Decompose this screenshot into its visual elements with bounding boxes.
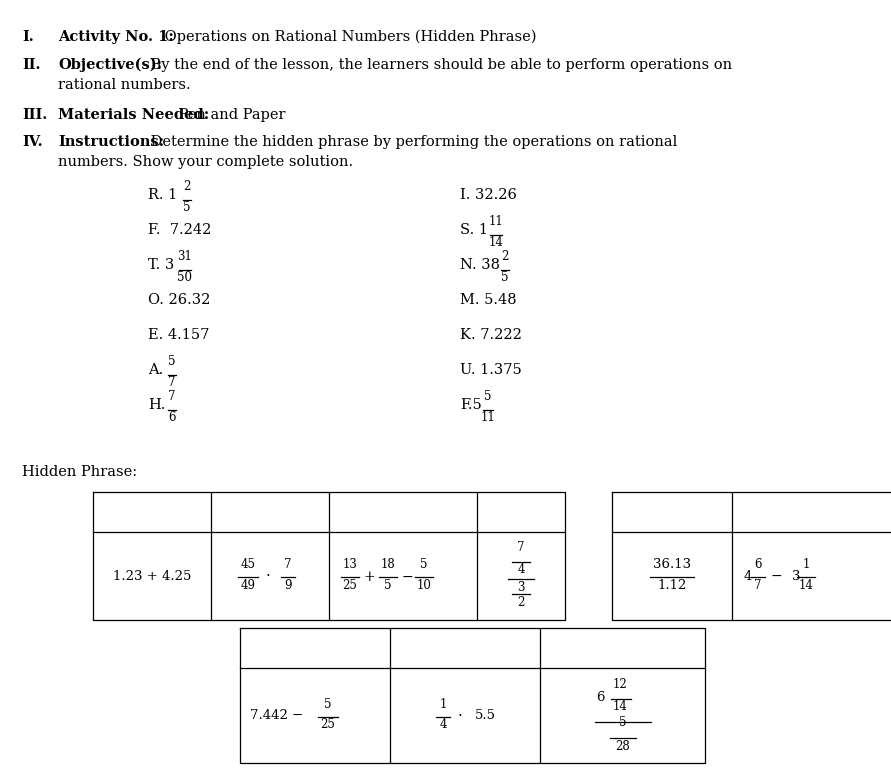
Text: 4: 4 [518, 563, 525, 576]
Text: 3: 3 [518, 581, 525, 594]
Text: Operations on Rational Numbers (Hidden Phrase): Operations on Rational Numbers (Hidden P… [160, 30, 536, 45]
Text: −: − [770, 569, 781, 583]
Text: 1.23 + 4.25: 1.23 + 4.25 [113, 569, 192, 583]
Text: ·: · [266, 569, 271, 583]
Text: 9: 9 [284, 579, 291, 592]
Text: III.: III. [22, 108, 47, 122]
Text: 12: 12 [613, 679, 628, 691]
Text: Objective(s):: Objective(s): [58, 58, 162, 73]
Text: F.5: F.5 [460, 398, 482, 412]
Text: A.: A. [148, 363, 163, 377]
Text: 7.442 −: 7.442 − [250, 709, 303, 722]
Text: 4: 4 [439, 719, 446, 732]
Text: 4: 4 [744, 569, 752, 583]
Text: IV.: IV. [22, 135, 43, 149]
Text: T. 3: T. 3 [148, 258, 175, 272]
Text: R. 1: R. 1 [148, 188, 177, 202]
Text: By the end of the lesson, the learners should be able to perform operations on: By the end of the lesson, the learners s… [146, 58, 732, 72]
Text: Materials Needed:: Materials Needed: [58, 108, 209, 122]
Text: 11: 11 [480, 411, 495, 424]
Text: II.: II. [22, 58, 40, 72]
Text: K. 7.222: K. 7.222 [460, 328, 522, 342]
Text: H.: H. [148, 398, 166, 412]
Text: O. 26.32: O. 26.32 [148, 293, 210, 307]
Text: 5: 5 [184, 201, 191, 214]
Text: 13: 13 [342, 558, 357, 571]
Text: 6: 6 [168, 411, 176, 424]
Text: U. 1.375: U. 1.375 [460, 363, 522, 377]
Text: 25: 25 [321, 719, 335, 732]
Text: 2: 2 [518, 596, 525, 609]
Text: 28: 28 [615, 740, 630, 753]
Text: 5: 5 [324, 697, 331, 711]
Text: 7: 7 [168, 390, 176, 403]
Text: 5: 5 [618, 716, 626, 729]
Text: rational numbers.: rational numbers. [58, 78, 191, 92]
Text: 36.13: 36.13 [653, 558, 691, 571]
Text: 6: 6 [755, 558, 762, 571]
Text: 1: 1 [439, 697, 446, 711]
Text: 50: 50 [177, 271, 192, 284]
Text: Determine the hidden phrase by performing the operations on rational: Determine the hidden phrase by performin… [146, 135, 678, 149]
Text: 7: 7 [755, 579, 762, 592]
Text: 10: 10 [417, 579, 431, 592]
Text: 5.5: 5.5 [475, 709, 496, 722]
Text: M. 5.48: M. 5.48 [460, 293, 517, 307]
Text: 2: 2 [184, 180, 191, 193]
Text: 7: 7 [284, 558, 291, 571]
Text: 18: 18 [380, 558, 396, 571]
Text: 49: 49 [241, 579, 256, 592]
Text: 7: 7 [168, 376, 176, 389]
Text: 3: 3 [792, 569, 800, 583]
Text: 5: 5 [484, 390, 492, 403]
Text: 1.12: 1.12 [658, 579, 687, 592]
Text: ·: · [458, 708, 462, 722]
Text: 25: 25 [342, 579, 357, 592]
Text: −: − [401, 570, 413, 584]
Text: +: + [364, 570, 375, 584]
Text: 45: 45 [241, 558, 256, 571]
Text: I.: I. [22, 30, 34, 44]
Text: 31: 31 [177, 250, 192, 263]
Text: 1: 1 [802, 558, 810, 571]
Text: 14: 14 [613, 701, 628, 714]
Text: S. 1: S. 1 [460, 223, 488, 237]
Text: Instructions:: Instructions: [58, 135, 164, 149]
Text: E. 4.157: E. 4.157 [148, 328, 209, 342]
Text: I. 32.26: I. 32.26 [460, 188, 517, 202]
Text: numbers. Show your complete solution.: numbers. Show your complete solution. [58, 155, 353, 169]
Text: N. 38: N. 38 [460, 258, 500, 272]
Text: 11: 11 [488, 215, 503, 228]
Text: Activity No. 1:: Activity No. 1: [58, 30, 174, 44]
Text: 5: 5 [168, 355, 176, 368]
Text: 5: 5 [384, 579, 392, 592]
Text: 2: 2 [502, 250, 509, 263]
Text: 14: 14 [488, 236, 503, 249]
Text: 7: 7 [518, 541, 525, 554]
Text: Pen and Paper: Pen and Paper [174, 108, 285, 122]
Text: 5: 5 [502, 271, 509, 284]
Text: Hidden Phrase:: Hidden Phrase: [22, 465, 137, 479]
Text: F.  7.242: F. 7.242 [148, 223, 211, 237]
Text: 5: 5 [421, 558, 428, 571]
Text: 14: 14 [798, 579, 813, 592]
Text: 6: 6 [596, 691, 605, 704]
